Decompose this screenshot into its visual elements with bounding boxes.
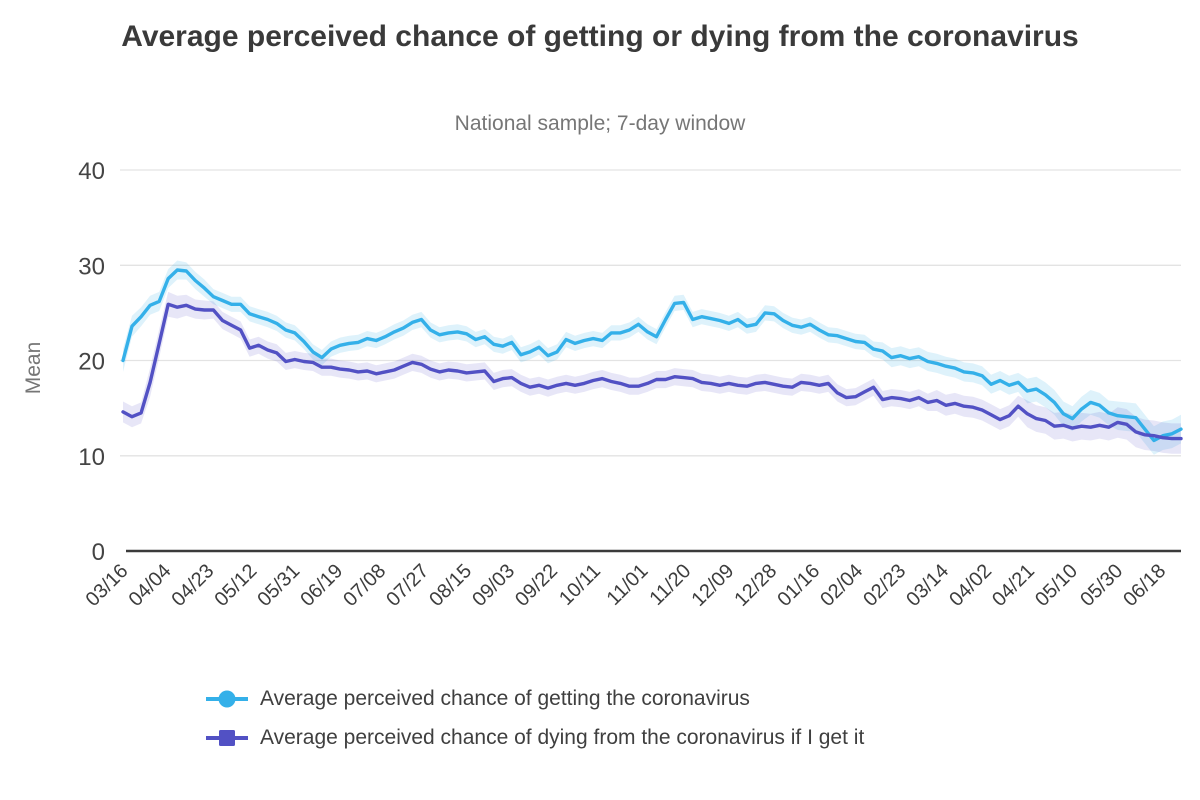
svg-text:03/14: 03/14 (902, 560, 953, 611)
svg-text:11/01: 11/01 (603, 560, 653, 610)
legend-label-dying: Average perceived chance of dying from t… (260, 726, 865, 749)
svg-text:01/16: 01/16 (773, 560, 824, 611)
svg-text:0: 0 (92, 539, 105, 566)
svg-text:10/11: 10/11 (555, 560, 605, 610)
y-axis-label: Mean (22, 342, 45, 395)
svg-text:20: 20 (78, 349, 105, 376)
svg-text:07/27: 07/27 (382, 560, 433, 611)
legend-item-getting[interactable]: Average perceived chance of getting the … (205, 684, 864, 714)
svg-text:05/31: 05/31 (253, 560, 304, 611)
chart-legend: Average perceived chance of getting the … (205, 684, 864, 753)
y-tick-labels: 0 10 20 30 40 (78, 158, 105, 566)
svg-text:04/04: 04/04 (125, 560, 176, 611)
svg-text:04/02: 04/02 (945, 560, 996, 611)
chart-title: Average perceived chance of getting or d… (121, 20, 1079, 53)
line-chart-plot-area: 010203040Mean03/1604/0404/2305/1205/3106… (22, 158, 1183, 611)
svg-text:05/30: 05/30 (1076, 560, 1127, 611)
confidence-band-1 (123, 291, 1181, 454)
svg-text:12/09: 12/09 (687, 560, 738, 611)
chart-subtitle: National sample; 7-day window (454, 112, 746, 135)
svg-text:06/19: 06/19 (296, 560, 347, 611)
svg-text:40: 40 (78, 158, 105, 185)
svg-text:09/03: 09/03 (468, 560, 519, 611)
svg-text:08/15: 08/15 (425, 560, 476, 611)
svg-text:10: 10 (78, 444, 105, 471)
legend-label-getting: Average perceived chance of getting the … (260, 687, 750, 710)
legend-item-dying[interactable]: Average perceived chance of dying from t… (205, 723, 864, 753)
svg-text:06/18: 06/18 (1119, 560, 1170, 611)
series-line-1 (121, 302, 1183, 441)
series-line-0 (121, 268, 1183, 443)
svg-text:07/08: 07/08 (339, 560, 390, 611)
x-tick-labels: 03/1604/0404/2305/1205/3106/1907/0807/27… (82, 560, 1171, 611)
svg-text:04/23: 04/23 (167, 560, 218, 611)
svg-text:02/23: 02/23 (859, 560, 910, 611)
legend-marker-square-icon (206, 730, 248, 746)
legend-marker-circle-icon (206, 690, 248, 708)
svg-text:02/04: 02/04 (816, 560, 867, 611)
svg-text:05/12: 05/12 (210, 560, 261, 611)
svg-text:30: 30 (78, 253, 105, 280)
svg-text:05/10: 05/10 (1031, 560, 1082, 611)
svg-text:04/21: 04/21 (988, 560, 1039, 611)
svg-text:12/28: 12/28 (730, 560, 781, 611)
svg-text:09/22: 09/22 (511, 560, 562, 611)
svg-text:11/20: 11/20 (646, 560, 696, 610)
svg-text:03/16: 03/16 (82, 560, 133, 611)
